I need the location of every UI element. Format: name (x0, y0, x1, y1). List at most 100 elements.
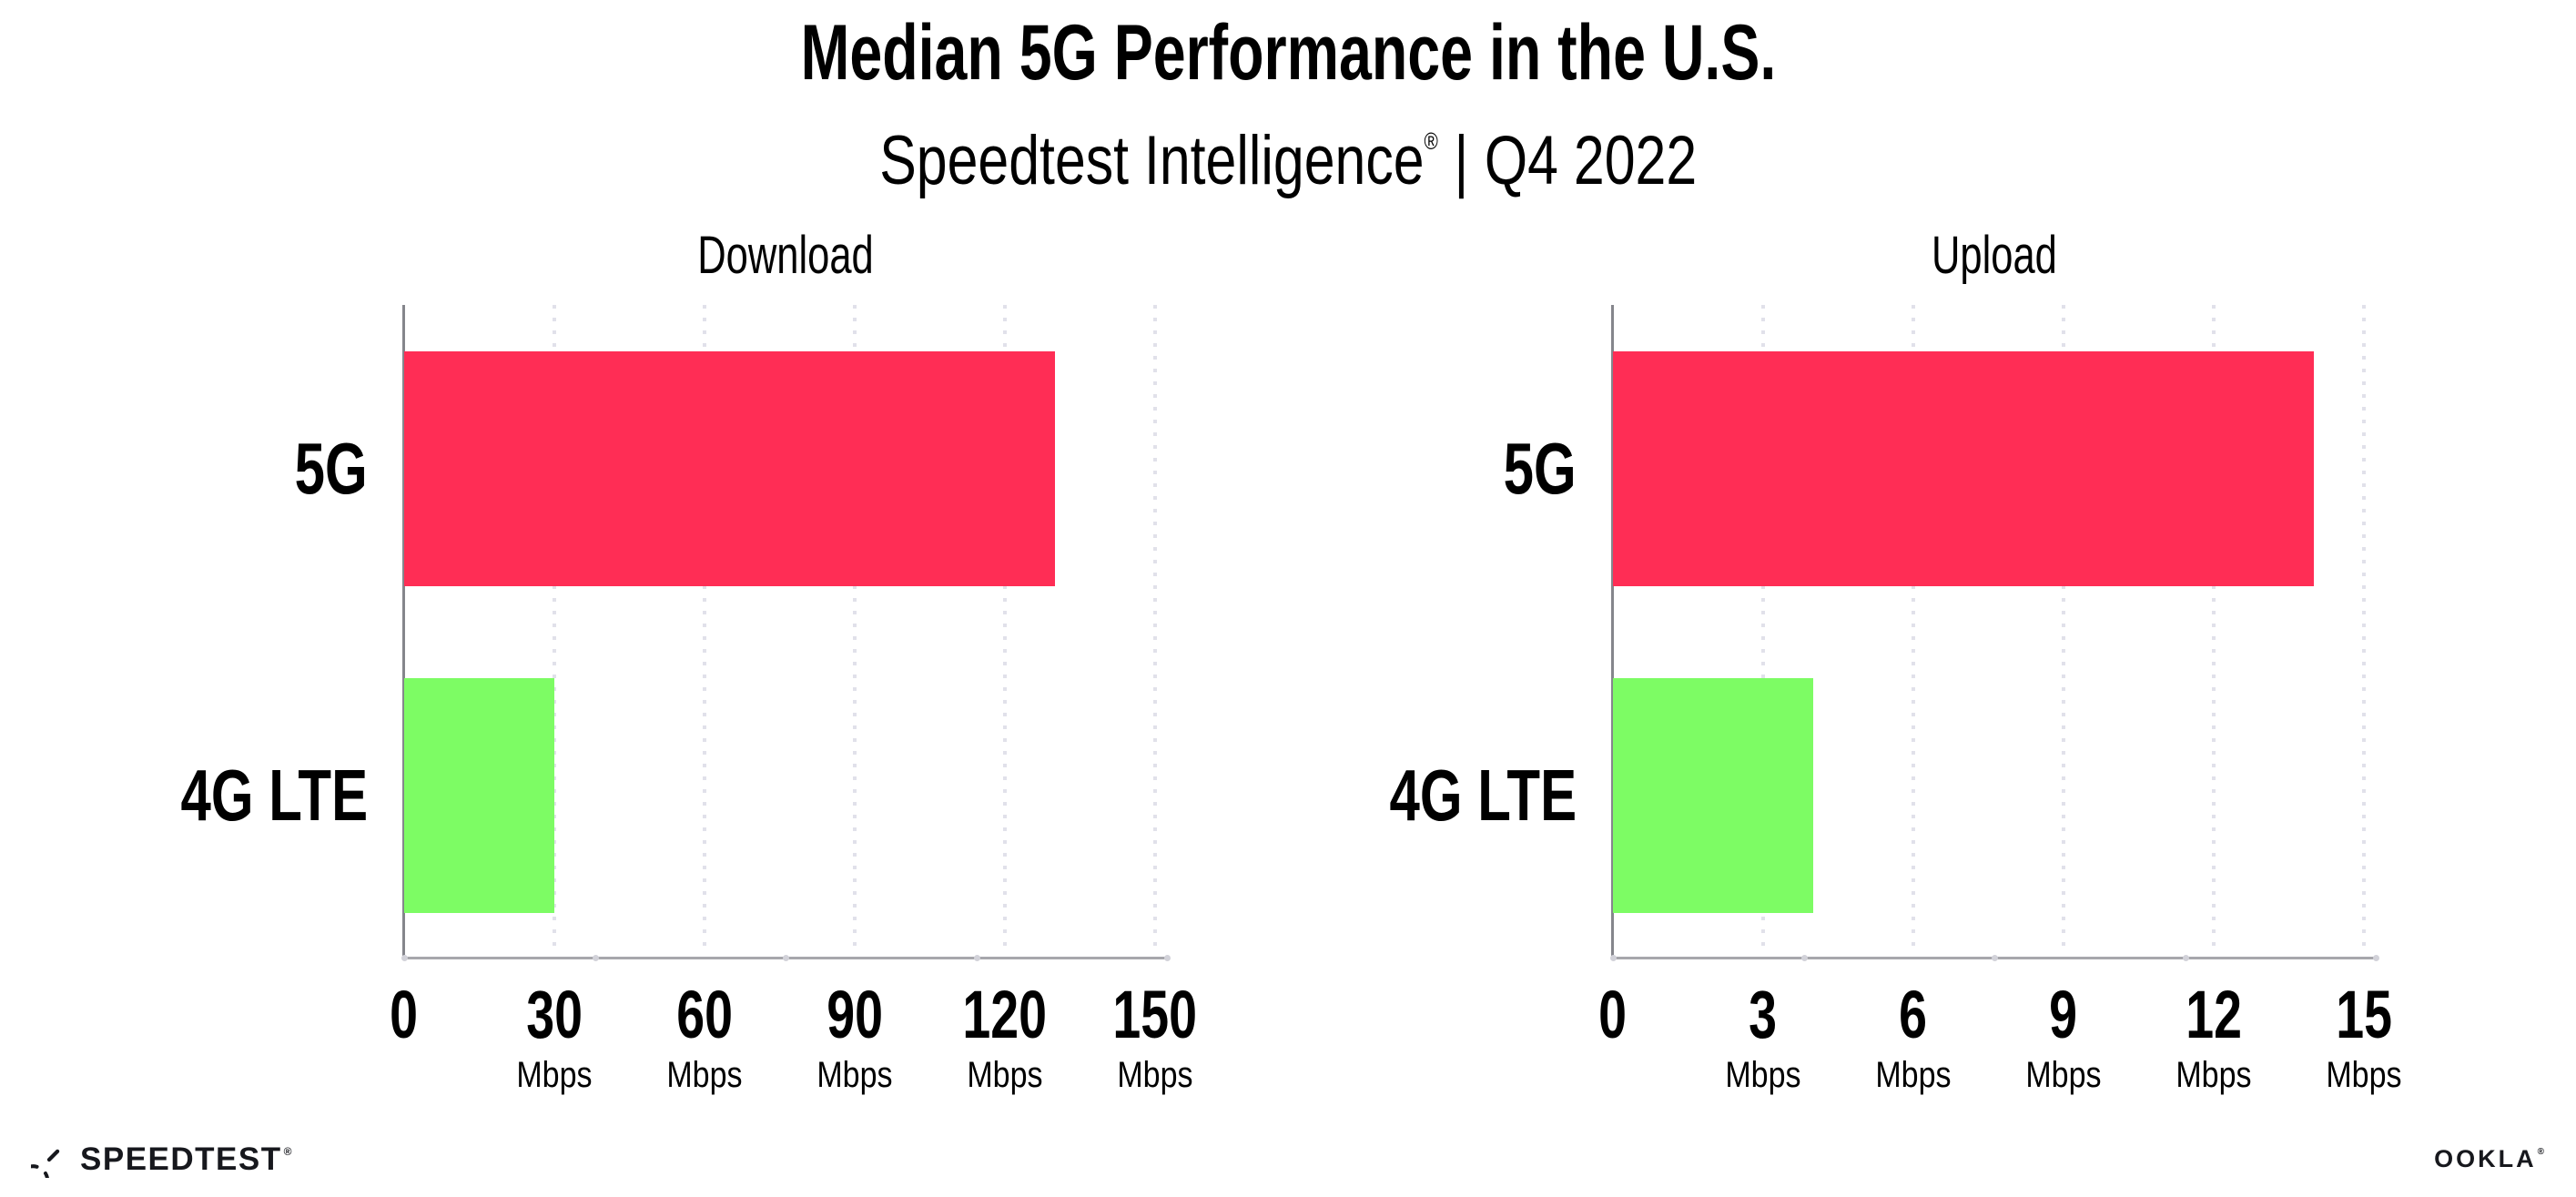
x-tick-unit: Mbps (1663, 1056, 1863, 1094)
speedtest-registered-mark: ® (283, 1145, 293, 1158)
x-tick-9: 9 Mbps (1963, 981, 2164, 1095)
gridline-150-mbps (1153, 305, 1157, 949)
x-axis-tick-dot (592, 955, 599, 961)
x-tick-unit-text: Mbps (2025, 1055, 2102, 1095)
x-tick-unit: Mbps (1813, 1056, 2013, 1094)
x-tick-12: 12 Mbps (2114, 981, 2314, 1095)
bar-4g-lte (404, 678, 554, 913)
x-tick-value-text: 3 (1749, 977, 1778, 1052)
x-tick-120: 120 Mbps (905, 981, 1105, 1095)
speedtest-gauge-icon (31, 1149, 60, 1178)
speedtest-wordmark: SPEEDTEST ® (80, 1141, 293, 1177)
x-tick-3: 3 Mbps (1663, 981, 1863, 1095)
x-tick-unit: Mbps (755, 1056, 955, 1094)
ookla-logo: OOKLA® (2434, 1145, 2547, 1173)
x-tick-unit: Mbps (1055, 1056, 1255, 1094)
x-tick-unit: Mbps (454, 1056, 654, 1094)
x-tick-unit-text: Mbps (2175, 1055, 2252, 1095)
category-label-text: 4G LTE (180, 755, 368, 836)
registered-mark: ® (1424, 127, 1438, 155)
gridline-120-mbps (1003, 305, 1007, 949)
category-label-4g-lte: 4G LTE (0, 750, 368, 841)
x-tick-unit: Mbps (1963, 1056, 2164, 1094)
x-tick-value: 60 (604, 981, 805, 1049)
x-tick-unit: Mbps (2114, 1056, 2314, 1094)
x-tick-value-text: 0 (1598, 977, 1628, 1052)
category-label-text: 5G (294, 428, 368, 509)
subtitle-period: Q4 2022 (1484, 122, 1697, 199)
x-tick-0: 0 (304, 981, 504, 1049)
x-tick-30: 30 Mbps (454, 981, 654, 1095)
category-label-text: 4G LTE (1389, 755, 1577, 836)
x-tick-value: 90 (755, 981, 955, 1049)
x-tick-6: 6 Mbps (1813, 981, 2013, 1095)
x-axis-tick-dot (973, 955, 980, 961)
gridline-90-mbps (853, 305, 857, 949)
x-tick-value-text: 30 (526, 977, 583, 1052)
x-tick-unit-text: Mbps (2326, 1055, 2402, 1095)
x-tick-value: 12 (2114, 981, 2314, 1049)
gridline-3-mbps (1761, 305, 1765, 949)
x-tick-value: 9 (1963, 981, 2164, 1049)
x-axis-tick-dot (2373, 955, 2379, 961)
x-tick-60: 60 Mbps (604, 981, 805, 1095)
x-tick-value-text: 0 (390, 977, 419, 1052)
chart-panel-title-text: Upload (1932, 226, 2057, 285)
category-label-5g: 5G (1194, 423, 1577, 514)
gridline-30-mbps (553, 305, 556, 949)
x-tick-unit-text: Mbps (1725, 1055, 1801, 1095)
x-tick-unit-text: Mbps (1875, 1055, 1952, 1095)
bar-5g (404, 351, 1055, 586)
y-axis-line (402, 305, 405, 959)
x-tick-value: 0 (304, 981, 504, 1049)
speedtest-logo: SPEEDTEST ® (31, 1141, 293, 1178)
x-tick-unit-text: Mbps (967, 1055, 1043, 1095)
x-tick-value-text: 15 (2336, 977, 2392, 1052)
ookla-registered-mark: ® (2537, 1147, 2547, 1157)
x-tick-value-text: 9 (2049, 977, 2078, 1052)
x-tick-15: 15 Mbps (2264, 977, 2464, 1095)
x-tick-unit: Mbps (2264, 1056, 2464, 1094)
gridline-60-mbps (703, 305, 706, 949)
x-tick-unit-text: Mbps (516, 1055, 593, 1095)
page-title-text: Median 5G Performance in the U.S. (800, 9, 1776, 96)
x-tick-value: 150 (1055, 981, 1255, 1049)
x-tick-value-text: 12 (2186, 977, 2242, 1052)
x-tick-unit-text: Mbps (666, 1055, 743, 1095)
gridline-9-mbps (2062, 305, 2065, 949)
x-tick-90: 90 Mbps (755, 981, 955, 1095)
x-tick-value-text: 90 (827, 977, 883, 1052)
ookla-wordmark: OOKLA (2434, 1145, 2537, 1172)
x-axis-tick-dot (2182, 955, 2189, 961)
chart-panel-title-text: Download (697, 226, 874, 285)
x-tick-value-text: 120 (962, 977, 1048, 1052)
category-label-4g-lte: 4G LTE (1194, 750, 1577, 841)
gridline-15-mbps (2362, 305, 2366, 949)
x-tick-unit: Mbps (604, 1056, 805, 1094)
x-tick-value: 6 (1813, 981, 2013, 1049)
x-tick-value: 3 (1663, 981, 1863, 1049)
gridline-12-mbps (2212, 305, 2216, 949)
x-tick-150: 150 Mbps (1055, 981, 1255, 1095)
x-tick-value: 0 (1513, 981, 1713, 1049)
x-tick-unit-text: Mbps (1117, 1055, 1193, 1095)
chart-panel-title-upload: Upload (1676, 226, 2313, 286)
page-title: Median 5G Performance in the U.S. (0, 11, 2576, 95)
page-subtitle: Speedtest Intelligence® | Q4 2022 (0, 102, 2576, 200)
x-axis-tick-dot (1800, 955, 1808, 961)
y-axis-line (1611, 305, 1614, 959)
x-tick-value: 120 (905, 981, 1105, 1049)
gridline-6-mbps (1912, 305, 1915, 949)
x-tick-value-text: 60 (676, 977, 733, 1052)
category-label-5g: 5G (0, 423, 368, 514)
subtitle-separator: | (1454, 122, 1469, 199)
x-axis-tick-dot (1610, 955, 1617, 961)
x-axis-tick-dot (401, 955, 408, 961)
category-label-text: 5G (1503, 428, 1577, 509)
x-axis-tick-dot (1164, 955, 1171, 961)
x-tick-value: 30 (454, 981, 654, 1049)
x-axis-tick-dot (783, 955, 789, 961)
subtitle-brand: Speedtest Intelligence (879, 122, 1425, 199)
x-tick-unit: Mbps (905, 1056, 1105, 1094)
